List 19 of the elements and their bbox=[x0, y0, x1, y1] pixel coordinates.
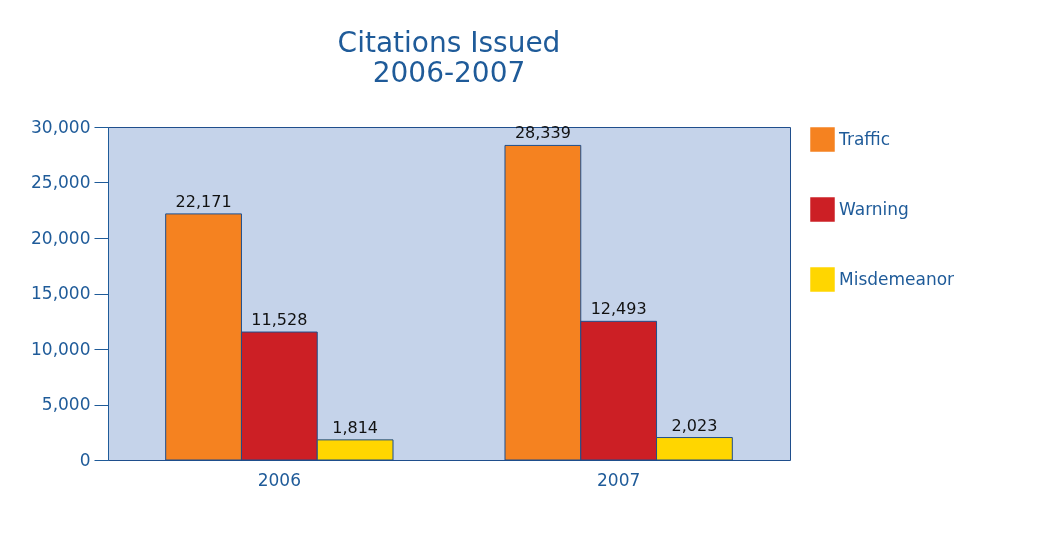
x-tick-label: 2006 bbox=[257, 469, 301, 490]
data-label: 2,023 bbox=[671, 415, 718, 435]
legend-label: Misdemeanor bbox=[839, 268, 955, 289]
chart-title: Citations Issued 2006-2007 bbox=[337, 26, 561, 89]
y-tick-label: 20,000 bbox=[31, 227, 91, 248]
y-tick-label: 0 bbox=[79, 449, 91, 470]
y-tick-label: 10,000 bbox=[31, 338, 91, 359]
data-label: 12,493 bbox=[590, 299, 647, 319]
data-label: 22,171 bbox=[175, 191, 232, 211]
legend-label: Warning bbox=[839, 198, 909, 219]
data-label: 1,814 bbox=[332, 417, 379, 437]
y-tick-label: 25,000 bbox=[31, 172, 91, 192]
y-tick-label: 15,000 bbox=[31, 283, 91, 303]
data-label: 28,339 bbox=[514, 123, 571, 143]
y-tick-label: 30,000 bbox=[31, 116, 91, 137]
y-tick-label: 5,000 bbox=[41, 394, 91, 414]
legend-label: Traffic bbox=[838, 128, 891, 149]
data-label: 11,528 bbox=[251, 310, 308, 330]
x-tick-label: 2007 bbox=[597, 469, 641, 490]
